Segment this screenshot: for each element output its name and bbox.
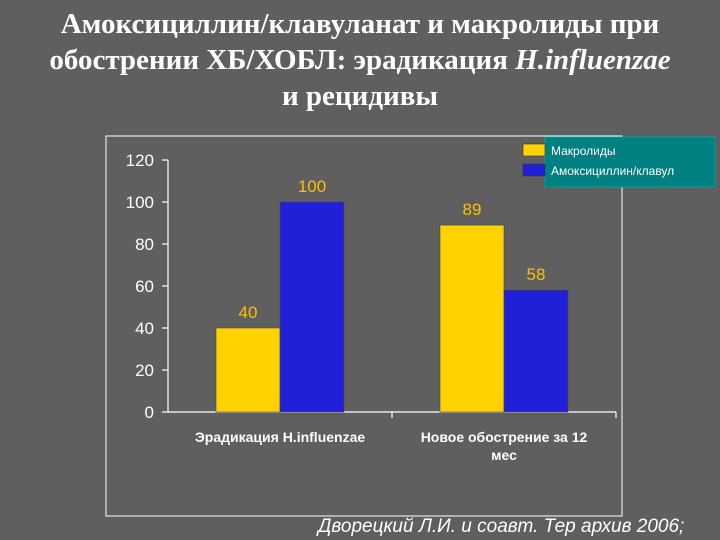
bar-data-label: 89 [463, 200, 482, 219]
legend-swatch [522, 143, 546, 157]
x-tick-label: Эрадикация H.influenzae [195, 429, 366, 445]
title-line-2-italic: H.influenzae [515, 44, 671, 76]
y-tick-label: 20 [135, 361, 154, 380]
y-tick-label: 60 [135, 277, 154, 296]
source-citation: Дворецкий Л.И. и соавт. Тер архив 2006; [318, 516, 685, 537]
legend-label: Макролиды [551, 144, 615, 158]
title-line-2: обострении ХБ/ХОБЛ: эрадикация H.influen… [0, 42, 720, 78]
bar [439, 224, 505, 413]
legend-swatch [522, 163, 546, 177]
title-line-3: и рецидивы [281, 80, 439, 112]
y-tick-label: 120 [126, 151, 154, 170]
bar-data-label: 58 [527, 265, 546, 284]
title-line-2-prefix: обострении ХБ/ХОБЛ: эрадикация [49, 44, 516, 76]
y-tick-label: 100 [126, 193, 154, 212]
legend-label: Амоксициллин/клавул [551, 164, 674, 178]
legend-box [544, 136, 716, 188]
y-tick-label: 0 [145, 403, 154, 422]
bar [279, 201, 345, 413]
bar [503, 289, 569, 413]
bar [215, 327, 281, 413]
chart-title: Амоксициллин/клавуланат и макролиды при … [0, 6, 720, 114]
bar-data-label: 100 [298, 177, 326, 196]
x-tick-label: Новое обострение за 12 [421, 429, 588, 445]
y-tick-label: 40 [135, 319, 154, 338]
bar-data-label: 40 [239, 303, 258, 322]
x-tick-label: мес [491, 447, 517, 463]
y-tick-label: 80 [135, 235, 154, 254]
title-line-1: Амоксициллин/клавуланат и макролиды при [60, 8, 660, 40]
